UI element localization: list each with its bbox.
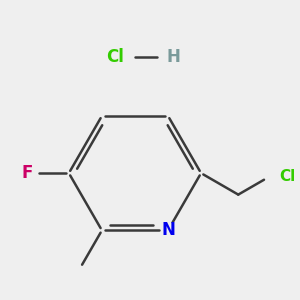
Text: F: F xyxy=(22,164,33,182)
Text: H: H xyxy=(166,49,180,67)
Text: N: N xyxy=(161,221,175,239)
Text: Cl: Cl xyxy=(106,49,124,67)
Text: Cl: Cl xyxy=(280,169,296,184)
